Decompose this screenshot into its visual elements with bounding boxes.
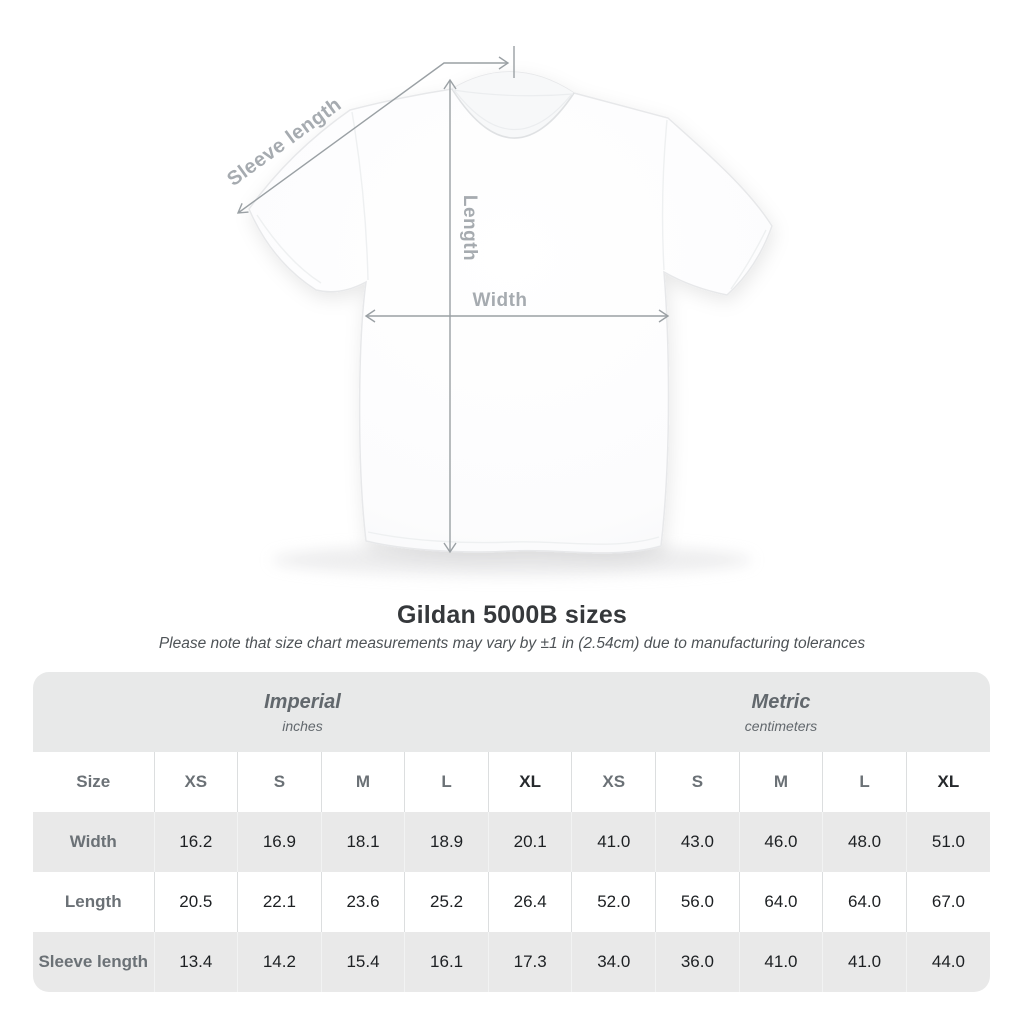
group-label: Metric — [751, 690, 811, 713]
value-cell: 48.0 — [822, 812, 907, 872]
metric-group-header: Metric centimeters — [571, 672, 990, 752]
width-dimension: Width — [364, 290, 670, 323]
value-cell: 52.0 — [571, 872, 656, 932]
sleeve-arrow-end — [236, 203, 249, 214]
width-arrow-left — [364, 309, 376, 323]
chart-subtitle: Please note that size chart measurements… — [158, 635, 866, 652]
size-header-cell: S — [237, 752, 322, 812]
value-cell: 46.0 — [738, 812, 823, 872]
value-cell: 64.0 — [822, 872, 907, 932]
width-arrow-right — [658, 309, 670, 323]
measurement-row: Sleeve length 13.4 14.2 15.4 16.1 17.3 34.0 36.… — [33, 932, 990, 992]
value-cell: 16.1 — [404, 932, 489, 992]
unit-group-row: Imperial inches Metric centimeters — [33, 672, 990, 752]
value-cell: 18.1 — [320, 812, 405, 872]
value-cell: 26.4 — [487, 872, 572, 932]
group-label: Imperial — [264, 690, 341, 713]
value-cell: 34.0 — [571, 932, 656, 992]
collar-opening — [452, 71, 574, 139]
size-header-cell: XL — [487, 752, 572, 812]
value-cell: 67.0 — [905, 872, 990, 932]
size-header-cell: M — [738, 752, 823, 812]
value-cell: 22.1 — [237, 872, 322, 932]
value-cell: 64.0 — [738, 872, 823, 932]
value-cell: 16.2 — [153, 812, 238, 872]
value-cell: 44.0 — [905, 932, 990, 992]
value-cell: 14.2 — [237, 932, 322, 992]
size-header-cell: L — [822, 752, 907, 812]
value-cell: 41.0 — [571, 812, 656, 872]
length-arrow-up — [443, 78, 457, 90]
value-cell: 23.6 — [320, 872, 405, 932]
size-table-container: Imperial inches Metric centimeters Size XS S M… — [33, 672, 990, 992]
value-cell: 51.0 — [905, 812, 990, 872]
measurement-row: Length 20.5 22.1 23.6 25.2 26.4 52.0 56.0 64.0 64… — [33, 872, 990, 932]
front-neckline — [451, 88, 575, 139]
value-cell: 16.9 — [237, 812, 322, 872]
value-cell: 43.0 — [655, 812, 740, 872]
length-arrow-down — [443, 542, 457, 554]
value-cell: 41.0 — [738, 932, 823, 992]
size-header-cell: M — [320, 752, 405, 812]
value-cell: 17.3 — [487, 932, 572, 992]
tshirt-illustration — [248, 71, 773, 576]
length-label: Length — [459, 195, 480, 261]
value-cell: 41.0 — [822, 932, 907, 992]
value-cell: 20.1 — [487, 812, 572, 872]
tshirt-figure: Length Width Sleeve length — [223, 46, 773, 576]
row-label-cell: Sleeve length — [38, 952, 149, 971]
row-label-cell: Width — [69, 832, 117, 851]
tshirt-body — [248, 71, 773, 554]
size-header-cell: XS — [571, 752, 656, 812]
size-header-cell: L — [404, 752, 489, 812]
size-column-header: Size — [33, 752, 154, 812]
value-cell: 25.2 — [404, 872, 489, 932]
size-header-row: Size XS S M L XL XS S M L XL — [33, 752, 990, 812]
measurement-row: Width 16.2 16.9 18.1 18.9 20.1 41.0 43.0 46.0 48.… — [33, 812, 990, 872]
value-cell: 18.9 — [404, 812, 489, 872]
right-armhole-seam — [661, 119, 668, 271]
hem-seam — [367, 531, 660, 545]
back-collar-edge — [452, 89, 574, 97]
measurement-rows: Width 16.2 16.9 18.1 18.9 20.1 41.0 43.0 46.0 48.… — [33, 812, 990, 992]
value-cell: 56.0 — [655, 872, 740, 932]
left-armhole-seam — [351, 111, 369, 281]
value-cell: 13.4 — [153, 932, 238, 992]
row-label-cell: Length — [64, 892, 122, 911]
size-header-cell: XS — [153, 752, 238, 812]
value-cell: 36.0 — [655, 932, 740, 992]
value-cell: 20.5 — [153, 872, 238, 932]
size-header-cell: XL — [905, 752, 990, 812]
chart-title: Gildan 5000B sizes — [396, 601, 628, 629]
size-header-cell: S — [655, 752, 740, 812]
group-unit-label: centimeters — [744, 717, 818, 734]
collar-seam — [454, 90, 572, 131]
value-cell: 15.4 — [320, 932, 405, 992]
group-unit-label: inches — [282, 717, 323, 734]
left-cuff-seam — [256, 214, 322, 284]
sleeve-dimension-line — [237, 62, 508, 214]
imperial-group-header: Imperial inches — [33, 672, 572, 752]
sleeve-arrow-right — [498, 56, 510, 70]
width-label: Width — [472, 290, 527, 311]
right-cuff-seam — [730, 229, 767, 290]
size-table: Imperial inches Metric centimeters Size XS S M… — [33, 672, 990, 992]
